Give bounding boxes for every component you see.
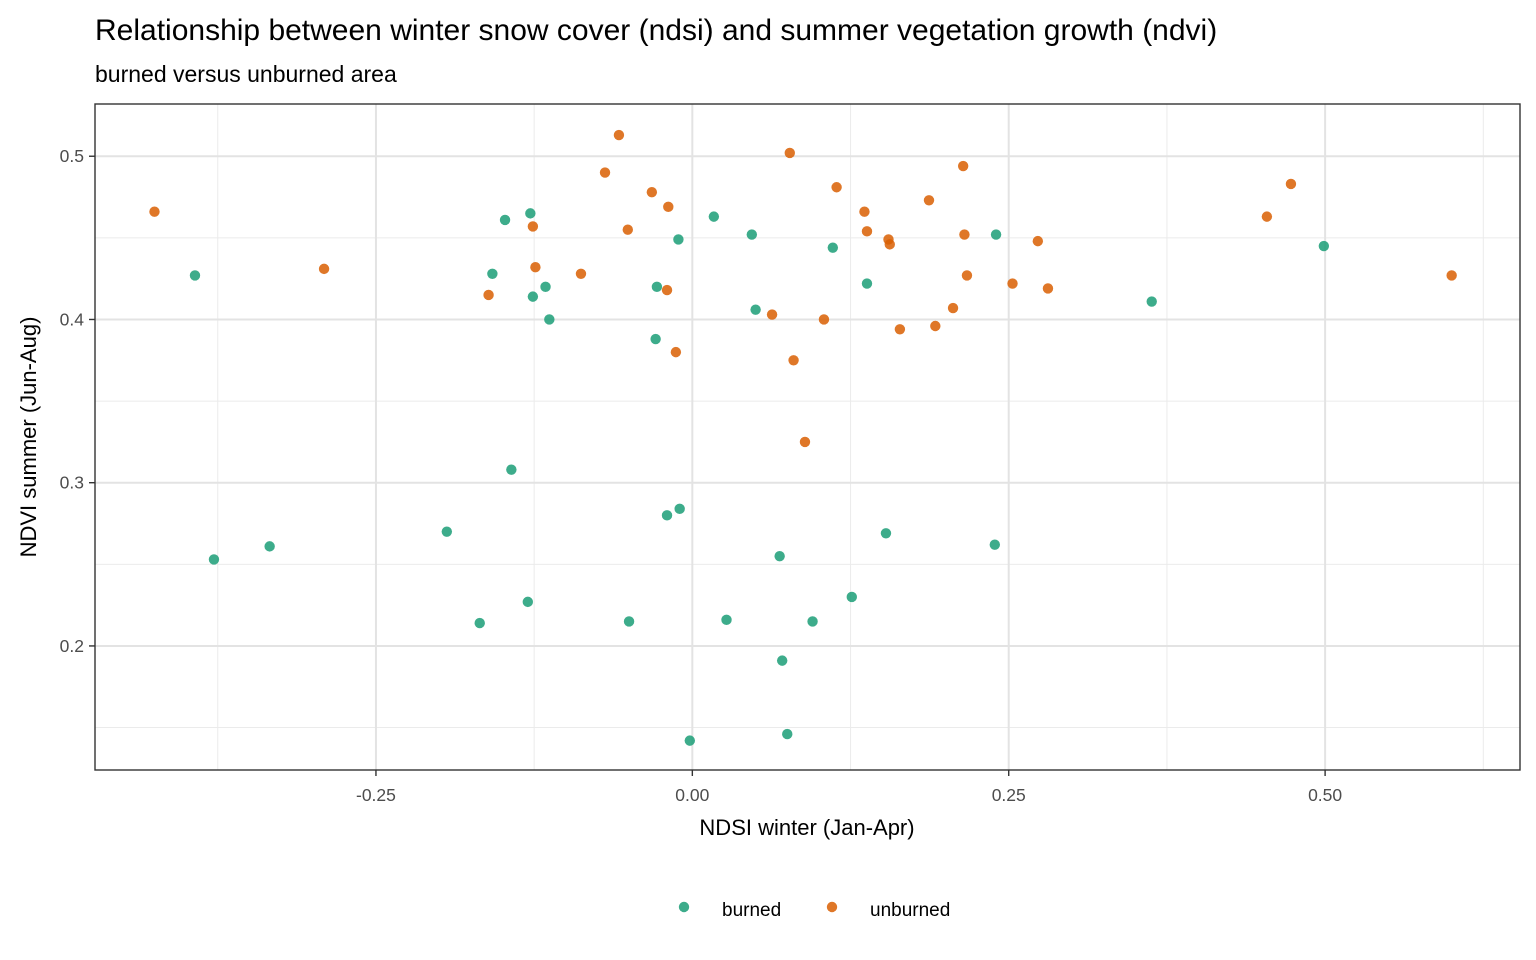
burned-point	[650, 333, 661, 345]
burned-point	[499, 214, 511, 226]
unburned-point	[149, 206, 160, 217]
unburned-point	[831, 182, 842, 193]
burned-point	[544, 314, 555, 325]
burned-point	[782, 728, 793, 740]
unburned-point	[318, 263, 330, 275]
unburned-point	[1042, 283, 1054, 294]
burned-point	[527, 291, 539, 302]
panel-background	[95, 104, 1520, 770]
burned-point	[651, 281, 663, 293]
chart-title: Relationship between winter snow cover (…	[95, 14, 1217, 47]
burned-point	[807, 616, 818, 627]
burned-point	[487, 268, 498, 279]
burned-point	[990, 229, 1002, 240]
burned-point	[1146, 296, 1157, 307]
unburned-point	[1261, 211, 1273, 222]
burned-point	[674, 503, 685, 515]
burned-point	[506, 464, 517, 475]
burned-point	[522, 596, 534, 608]
unburned-point	[947, 302, 959, 314]
unburned-point	[530, 262, 541, 273]
y-tick-label: 0.2	[60, 636, 84, 656]
unburned-point	[483, 289, 494, 301]
unburned-point	[766, 309, 778, 320]
unburned-point	[884, 239, 895, 250]
y-tick-label: 0.3	[60, 473, 84, 493]
unburned-point	[599, 167, 611, 178]
burned-point	[441, 526, 453, 537]
burned-point	[264, 541, 275, 552]
burned-legend-key	[678, 901, 690, 913]
unburned-point	[1285, 178, 1297, 190]
unburned-point	[818, 314, 830, 325]
unburned-point	[861, 226, 873, 237]
unburned-point	[957, 160, 969, 172]
burned-point	[861, 278, 873, 289]
burned-point	[827, 242, 839, 253]
unburned-point	[788, 355, 799, 366]
burned-point	[540, 281, 551, 293]
unburned-point	[930, 320, 941, 332]
x-tick-label: 0.25	[992, 785, 1026, 805]
burned-point	[880, 528, 892, 539]
unburned-point	[613, 129, 625, 141]
burned-point	[189, 270, 201, 281]
burned-point	[525, 208, 536, 219]
unburned-point	[859, 206, 870, 217]
unburned-point	[894, 324, 906, 335]
x-tick-label: 0.00	[675, 785, 709, 805]
unburned-point	[959, 229, 970, 240]
burned-point	[846, 591, 857, 603]
burned-point	[474, 617, 485, 629]
burned-point	[721, 614, 732, 626]
legend: burned unburned	[678, 900, 950, 921]
unburned-point	[575, 268, 587, 279]
burned-point	[774, 550, 785, 562]
unburned-point	[1032, 235, 1044, 247]
major-gridlines	[95, 104, 1520, 770]
minor-gridlines	[95, 104, 1520, 770]
unburned-point	[1446, 270, 1457, 281]
burned-point	[208, 554, 220, 565]
unburned-point	[646, 186, 658, 198]
burned-legend-label: burned	[722, 900, 781, 921]
x-tick-label: 0.50	[1308, 785, 1342, 805]
data-points	[149, 129, 1457, 746]
x-tick-label: -0.25	[356, 785, 396, 805]
burned-point	[708, 211, 720, 222]
unburned-legend-label: unburned	[870, 900, 950, 921]
unburned-point	[527, 221, 539, 232]
chart-subtitle: burned versus unburned area	[95, 61, 397, 87]
burned-point	[989, 539, 1001, 550]
burned-point	[684, 735, 696, 746]
unburned-point	[622, 224, 633, 235]
unburned-point	[1007, 278, 1018, 289]
y-tick-label: 0.5	[60, 146, 84, 166]
panel-border	[94, 103, 1521, 771]
unburned-point	[663, 201, 674, 213]
burned-point	[776, 655, 788, 666]
burned-point	[750, 304, 761, 315]
x-axis-title: NDSI winter (Jan-Apr)	[699, 815, 914, 840]
unburned-point	[661, 284, 673, 296]
burned-point	[623, 616, 635, 627]
y-axis: 0.2 0.3 0.4 0.5	[60, 146, 95, 656]
unburned-point	[961, 270, 973, 281]
burned-point	[1318, 240, 1330, 252]
y-axis-title: NDVI summer (Jun-Aug)	[16, 317, 41, 558]
unburned-point	[799, 436, 811, 448]
burned-point	[673, 234, 684, 245]
x-axis: -0.25 0.00 0.25 0.50	[356, 770, 1342, 805]
unburned-point	[784, 147, 795, 159]
burned-point	[746, 229, 758, 240]
y-tick-label: 0.4	[60, 309, 85, 329]
unburned-point	[923, 195, 935, 206]
unburned-point	[670, 346, 682, 358]
unburned-legend-key	[826, 901, 838, 913]
burned-point	[661, 510, 673, 521]
